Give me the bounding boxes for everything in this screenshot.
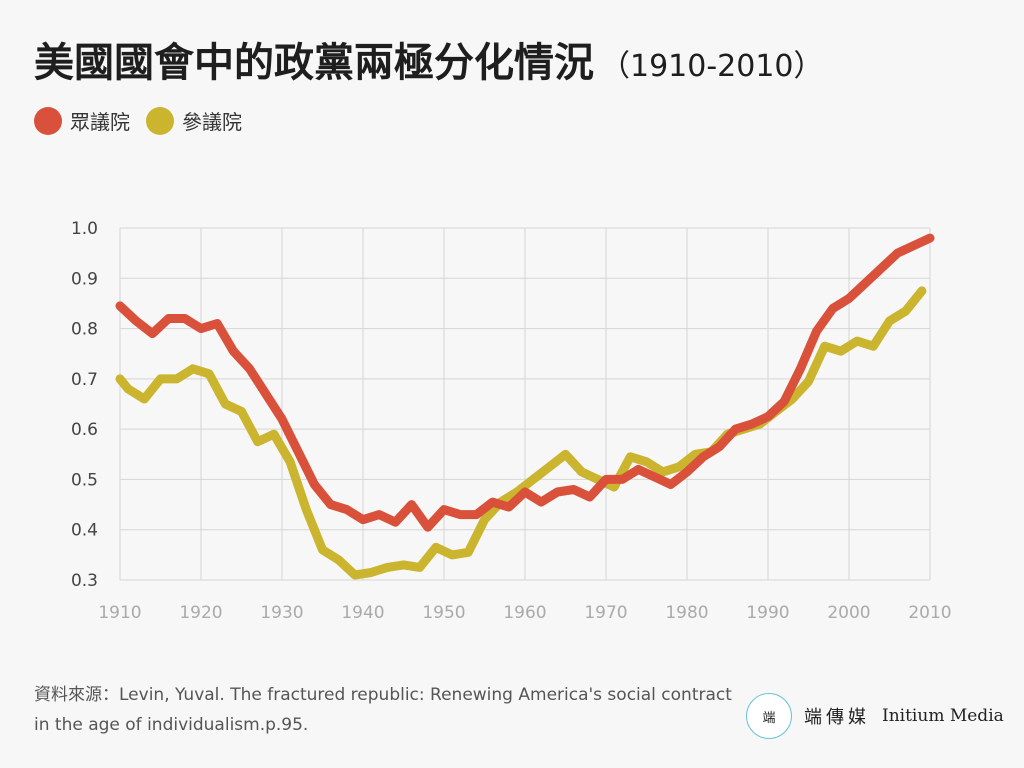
y-tick-label: 1.0 <box>71 219 98 239</box>
y-tick-label: 0.8 <box>71 320 98 340</box>
x-tick-label: 2000 <box>827 603 870 623</box>
legend-swatch-senate <box>146 106 174 135</box>
series-line-house <box>115 233 935 532</box>
brand-logo-icon: 端 <box>746 693 792 739</box>
chart-title: 美國國會中的政黨兩極分化情況 （1910-2010） <box>34 30 824 88</box>
y-tick-label: 0.6 <box>71 420 98 440</box>
x-tick-label: 1990 <box>746 603 789 623</box>
y-tick-label: 0.9 <box>71 269 98 289</box>
x-tick-label: 1950 <box>422 603 465 623</box>
chart-title-main: 美國國會中的政黨兩極分化情況 <box>34 40 594 86</box>
y-tick-label: 0.4 <box>71 521 98 541</box>
legend-item-senate: 參議院 <box>146 106 242 135</box>
source-note: 資料來源：Levin, Yuval. The fractured republi… <box>34 685 732 735</box>
x-tick-label: 1920 <box>179 603 222 623</box>
x-tick-label: 1930 <box>260 603 303 623</box>
chart-title-range: （1910-2010） <box>600 49 824 84</box>
y-axis-ticks: 0.3 0.4 0.5 0.6 0.7 0.8 0.9 1.0 <box>71 219 98 591</box>
series-line-senate <box>115 286 927 580</box>
chart-legend: 眾議院 參議院 <box>34 106 242 135</box>
brand-mark: 端 端傳媒 Initium Media <box>746 693 1004 739</box>
x-tick-label: 1960 <box>503 603 546 623</box>
x-tick-label: 1970 <box>584 603 627 623</box>
x-tick-label: 1910 <box>98 603 141 623</box>
brand-name-cn: 端傳媒 <box>804 707 870 728</box>
x-tick-label: 2010 <box>908 603 951 623</box>
brand-logo-glyph: 端 <box>762 710 776 726</box>
y-tick-label: 0.7 <box>71 370 98 390</box>
legend-label-senate: 參議院 <box>182 110 242 134</box>
line-chart: 0.3 0.4 0.5 0.6 0.7 0.8 0.9 1.0 1910 1920 1930 194… <box>71 219 952 623</box>
x-axis-ticks: 1910 1920 1930 1940 1950 1960 1970 1980 1990 2000… <box>98 603 951 623</box>
legend-swatch-house <box>34 106 62 135</box>
y-tick-label: 0.5 <box>71 470 98 490</box>
brand-name-en: Initium Media <box>882 706 1004 726</box>
chart-series-lines <box>115 233 935 580</box>
x-tick-label: 1940 <box>341 603 384 623</box>
y-tick-label: 0.3 <box>71 571 98 591</box>
legend-label-house: 眾議院 <box>70 110 130 134</box>
x-tick-label: 1980 <box>665 603 708 623</box>
legend-item-house: 眾議院 <box>34 106 130 135</box>
chart-grid <box>119 227 931 581</box>
